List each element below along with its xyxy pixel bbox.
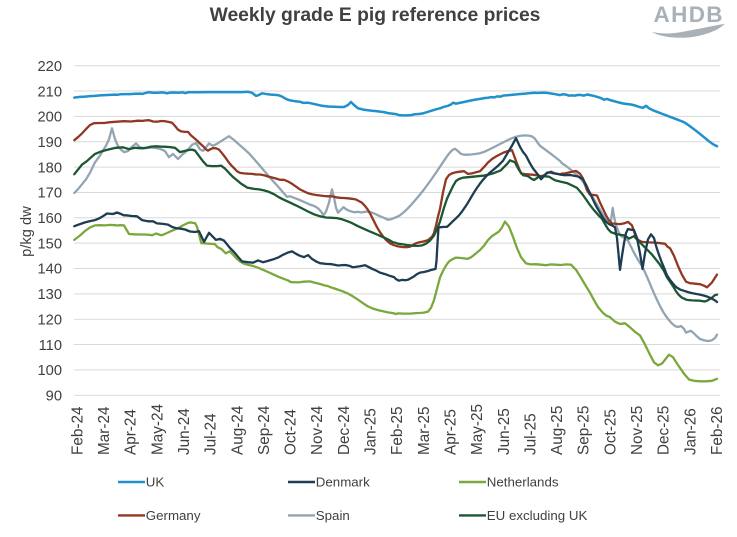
svg-text:Jun-25: Jun-25: [496, 408, 513, 455]
svg-text:120: 120: [37, 312, 62, 328]
svg-text:Mar-25: Mar-25: [416, 407, 433, 455]
svg-text:210: 210: [37, 84, 62, 100]
svg-text:110: 110: [39, 338, 62, 354]
svg-text:160: 160: [37, 211, 62, 227]
svg-text:Netherlands: Netherlands: [487, 475, 559, 490]
svg-text:Jul-24: Jul-24: [203, 413, 220, 455]
svg-text:180: 180: [37, 160, 62, 176]
svg-text:140: 140: [37, 262, 62, 278]
svg-text:200: 200: [37, 110, 62, 126]
svg-text:190: 190: [37, 135, 62, 151]
svg-text:Mar-24: Mar-24: [96, 406, 113, 455]
svg-text:Nov-25: Nov-25: [629, 406, 646, 455]
svg-text:UK: UK: [146, 475, 165, 490]
svg-text:Feb-24: Feb-24: [69, 406, 86, 455]
svg-text:Sep-24: Sep-24: [256, 405, 273, 455]
svg-text:Sep-25: Sep-25: [576, 406, 593, 455]
svg-text:130: 130: [37, 287, 62, 303]
svg-text:Feb-26: Feb-26: [709, 407, 726, 455]
svg-text:Weekly grade E pig reference p: Weekly grade E pig reference prices: [210, 5, 541, 26]
svg-text:Aug-24: Aug-24: [229, 405, 246, 455]
svg-text:Jan-25: Jan-25: [363, 408, 380, 455]
svg-text:Feb-25: Feb-25: [389, 407, 406, 455]
svg-text:90: 90: [46, 388, 62, 404]
svg-text:Jul-25: Jul-25: [522, 413, 539, 455]
svg-text:Nov-24: Nov-24: [309, 405, 326, 455]
svg-text:220: 220: [37, 59, 62, 75]
svg-text:Jan-26: Jan-26: [682, 408, 699, 455]
svg-text:Germany: Germany: [146, 508, 201, 523]
svg-text:Jun-24: Jun-24: [176, 408, 193, 455]
svg-text:Apr-25: Apr-25: [443, 409, 460, 455]
svg-text:p/kg dw: p/kg dw: [19, 206, 35, 257]
svg-text:Oct-25: Oct-25: [602, 409, 619, 455]
svg-text:Aug-25: Aug-25: [549, 406, 566, 455]
svg-text:Spain: Spain: [316, 508, 350, 523]
svg-text:150: 150: [37, 236, 62, 252]
svg-text:Denmark: Denmark: [316, 475, 370, 490]
svg-text:Dec-25: Dec-25: [656, 406, 673, 455]
svg-text:Apr-24: Apr-24: [123, 409, 140, 455]
svg-text:170: 170: [37, 186, 62, 202]
svg-text:AHDB: AHDB: [654, 2, 724, 27]
svg-text:Oct-24: Oct-24: [283, 409, 300, 455]
svg-text:EU excluding UK: EU excluding UK: [487, 508, 588, 523]
svg-text:May-24: May-24: [149, 404, 166, 455]
svg-text:May-25: May-25: [469, 404, 486, 455]
svg-text:Dec-24: Dec-24: [336, 405, 353, 455]
svg-text:100: 100: [37, 363, 62, 379]
